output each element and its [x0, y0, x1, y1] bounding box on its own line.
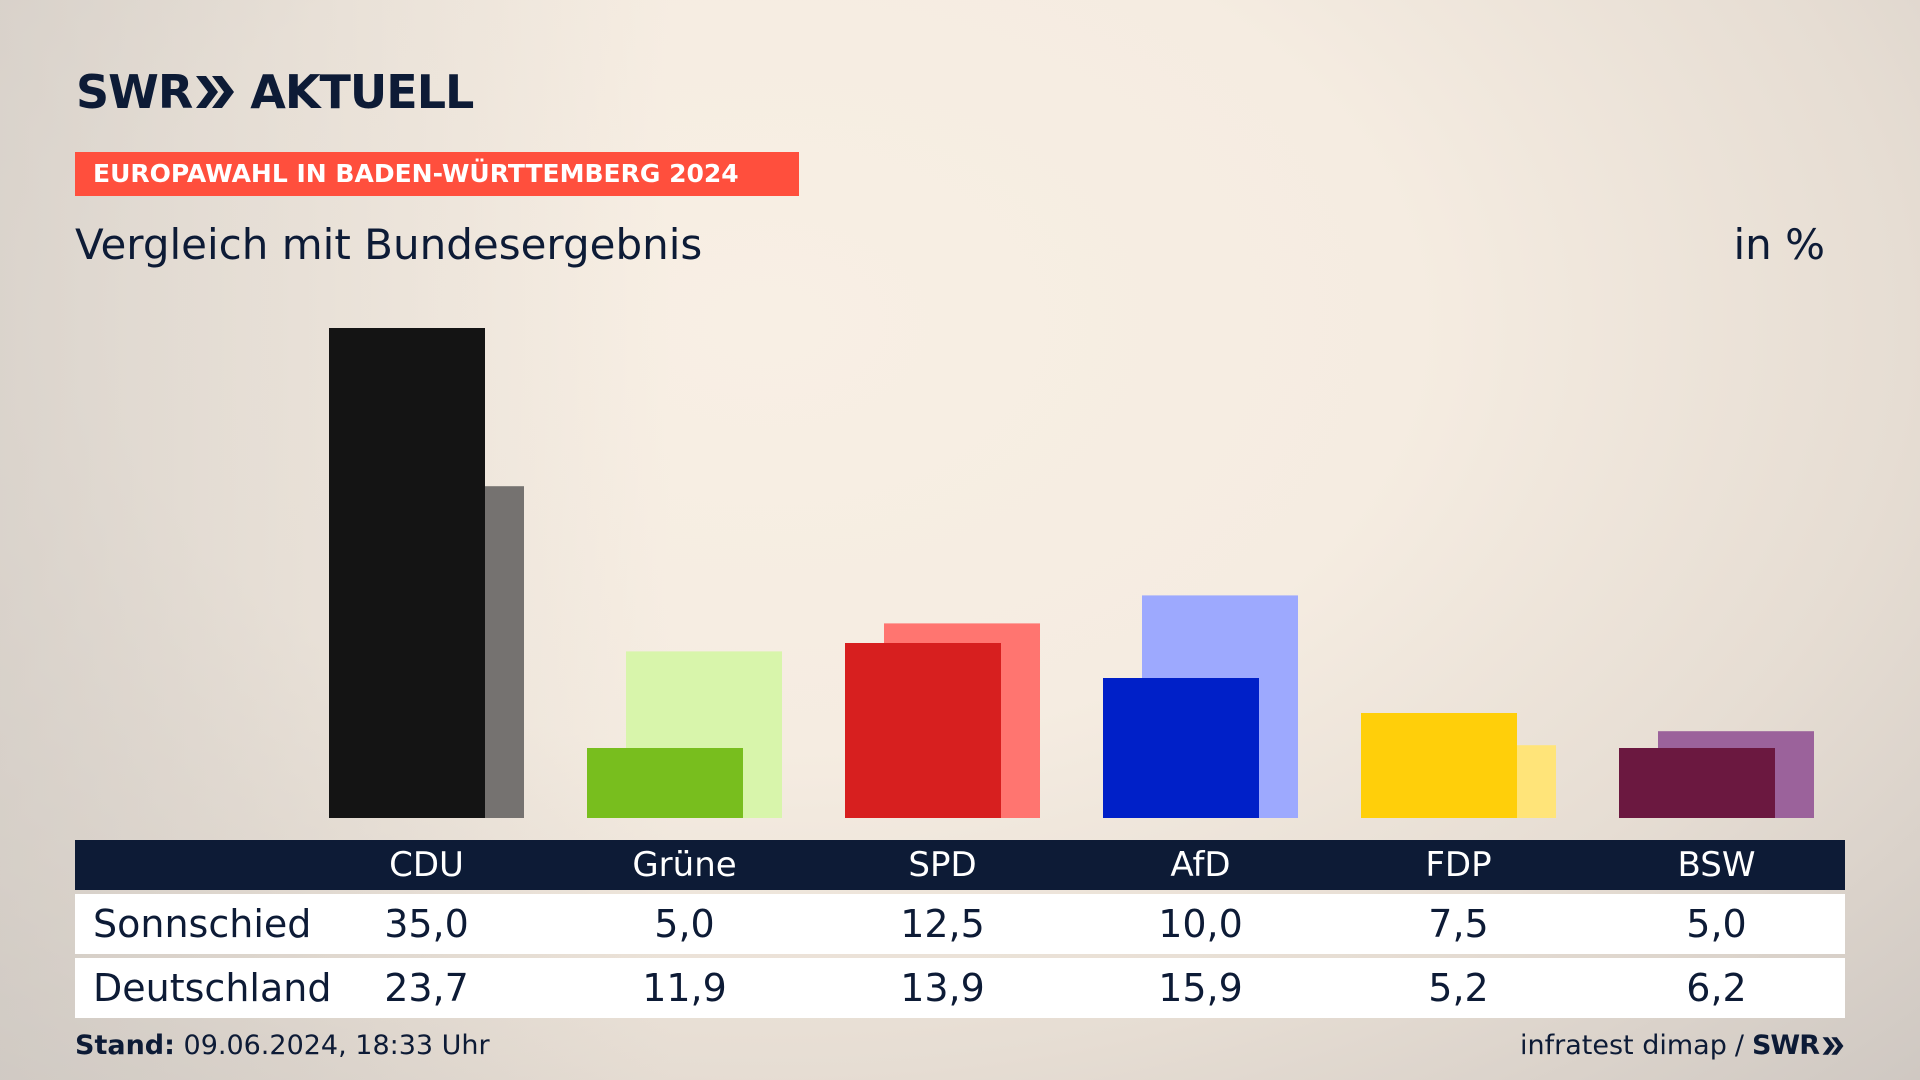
stand-label: Stand: — [75, 1030, 175, 1061]
column-header-bsw: BSW — [1677, 845, 1756, 885]
row-label-national: Deutschland — [93, 966, 332, 1010]
table-header: CDU Grüne SPD AfD FDP BSW — [75, 840, 1845, 890]
bar-region-fdp — [1361, 713, 1517, 818]
topic-banner: EUROPAWAHL IN BADEN-WÜRTTEMBERG 2024 — [75, 152, 799, 196]
table-cell: 5,2 — [1428, 966, 1489, 1010]
stand-value: 09.06.2024, 18:33 Uhr — [183, 1030, 490, 1061]
bar-region-spd — [845, 643, 1001, 818]
column-header-cdu: CDU — [389, 845, 464, 885]
table-cell: 23,7 — [384, 966, 469, 1010]
table-cell: 15,9 — [1158, 966, 1243, 1010]
table-cell: 5,0 — [1686, 902, 1747, 946]
table-cell: 6,2 — [1686, 966, 1747, 1010]
bar-region-afd — [1103, 678, 1259, 818]
bar-chart — [329, 328, 1814, 818]
bar-region-grüne — [587, 748, 743, 818]
chart-title: Vergleich mit Bundesergebnis — [75, 220, 703, 269]
column-header-spd: SPD — [908, 845, 977, 885]
swr-aktuell-logo: SWR AKTUELL — [76, 65, 474, 119]
table-cell: 12,5 — [900, 902, 985, 946]
bar-region-cdu — [329, 328, 485, 818]
swr-logo-text: SWR — [76, 65, 193, 119]
column-header-grüne: Grüne — [632, 845, 737, 885]
bar-region-bsw — [1619, 748, 1775, 818]
row-label-region: Sonnschied — [93, 902, 312, 946]
table-row-national: Deutschland 23,7 11,9 13,9 15,9 5,2 6,2 — [75, 958, 1845, 1018]
table-cell: 5,0 — [654, 902, 715, 946]
column-header-afd: AfD — [1170, 845, 1231, 885]
swr-chevrons-icon — [196, 76, 235, 108]
table-cell: 35,0 — [384, 902, 469, 946]
table-cell: 7,5 — [1428, 902, 1489, 946]
source-name: infratest dimap — [1520, 1030, 1727, 1061]
source-credit: infratest dimap / SWR — [1520, 1030, 1845, 1061]
column-header-fdp: FDP — [1425, 845, 1492, 885]
source-separator: / — [1734, 1030, 1744, 1061]
swr-footer-logo-text: SWR — [1751, 1030, 1820, 1061]
timestamp: Stand: 09.06.2024, 18:33 Uhr — [75, 1030, 490, 1061]
aktuell-logo-text: AKTUELL — [250, 65, 474, 119]
table-cell: 11,9 — [642, 966, 727, 1010]
table-cell: 10,0 — [1158, 902, 1243, 946]
results-table: CDU Grüne SPD AfD FDP BSW Sonnschied 35,0 5,0 1… — [75, 840, 1845, 1018]
unit-label: in % — [1733, 220, 1825, 269]
table-row-region: Sonnschied 35,0 5,0 12,5 10,0 7,5 5,0 — [75, 894, 1845, 954]
swr-footer-chevrons-icon — [1822, 1036, 1844, 1055]
table-cell: 13,9 — [900, 966, 985, 1010]
